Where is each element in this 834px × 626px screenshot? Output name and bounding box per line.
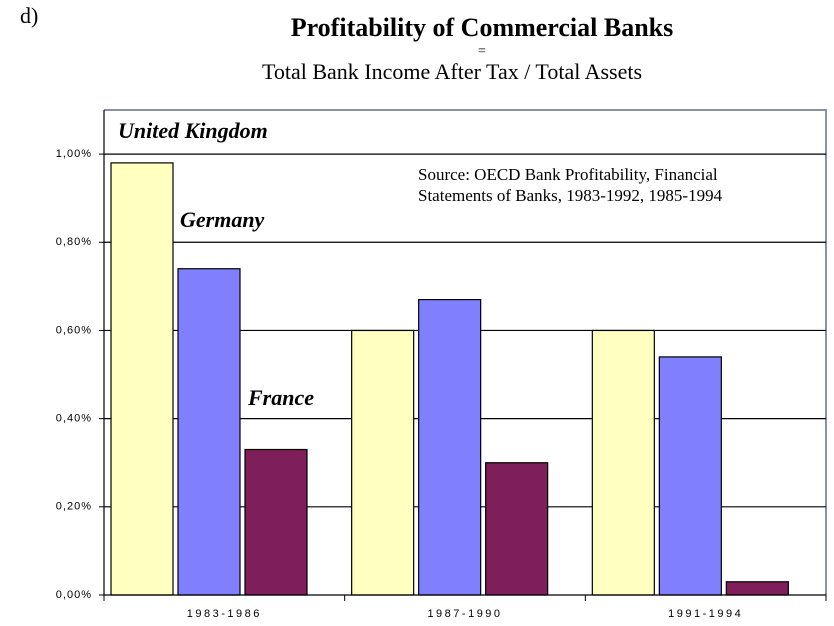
y-tick-label: 0,20% xyxy=(56,501,92,513)
source-note: Statements of Banks, 1983-1992, 1985-199… xyxy=(418,186,723,205)
x-tick-label: 1987-1990 xyxy=(427,608,502,620)
series-label: Germany xyxy=(180,207,265,232)
y-tick-label: 1,00% xyxy=(56,148,92,160)
plot-frame xyxy=(104,109,827,595)
x-tick-label: 1983-1986 xyxy=(187,608,262,620)
bar xyxy=(177,268,241,596)
series-label: United Kingdom xyxy=(118,118,268,143)
series-label: France xyxy=(247,385,314,410)
chart-title: Profitability of Commercial Banks xyxy=(291,13,674,42)
source-note: Source: OECD Bank Profitability, Financi… xyxy=(418,165,718,184)
y-tick-label: 0,60% xyxy=(56,324,92,336)
bar xyxy=(351,329,415,596)
chart-subtitle: Total Bank Income After Tax / Total Asse… xyxy=(262,59,642,84)
bar xyxy=(110,162,174,596)
bar xyxy=(658,356,722,596)
title-separator: = xyxy=(478,44,486,59)
y-tick-label: 0,00% xyxy=(56,589,92,601)
bar xyxy=(485,462,549,596)
bar xyxy=(591,329,655,596)
y-tick-label: 0,40% xyxy=(56,413,92,425)
bar xyxy=(418,298,482,596)
bar xyxy=(725,581,789,596)
bar xyxy=(244,448,308,596)
x-tick-label: 1991-1994 xyxy=(668,608,743,620)
panel-label: d) xyxy=(20,3,38,28)
y-tick-label: 0,80% xyxy=(56,236,92,248)
